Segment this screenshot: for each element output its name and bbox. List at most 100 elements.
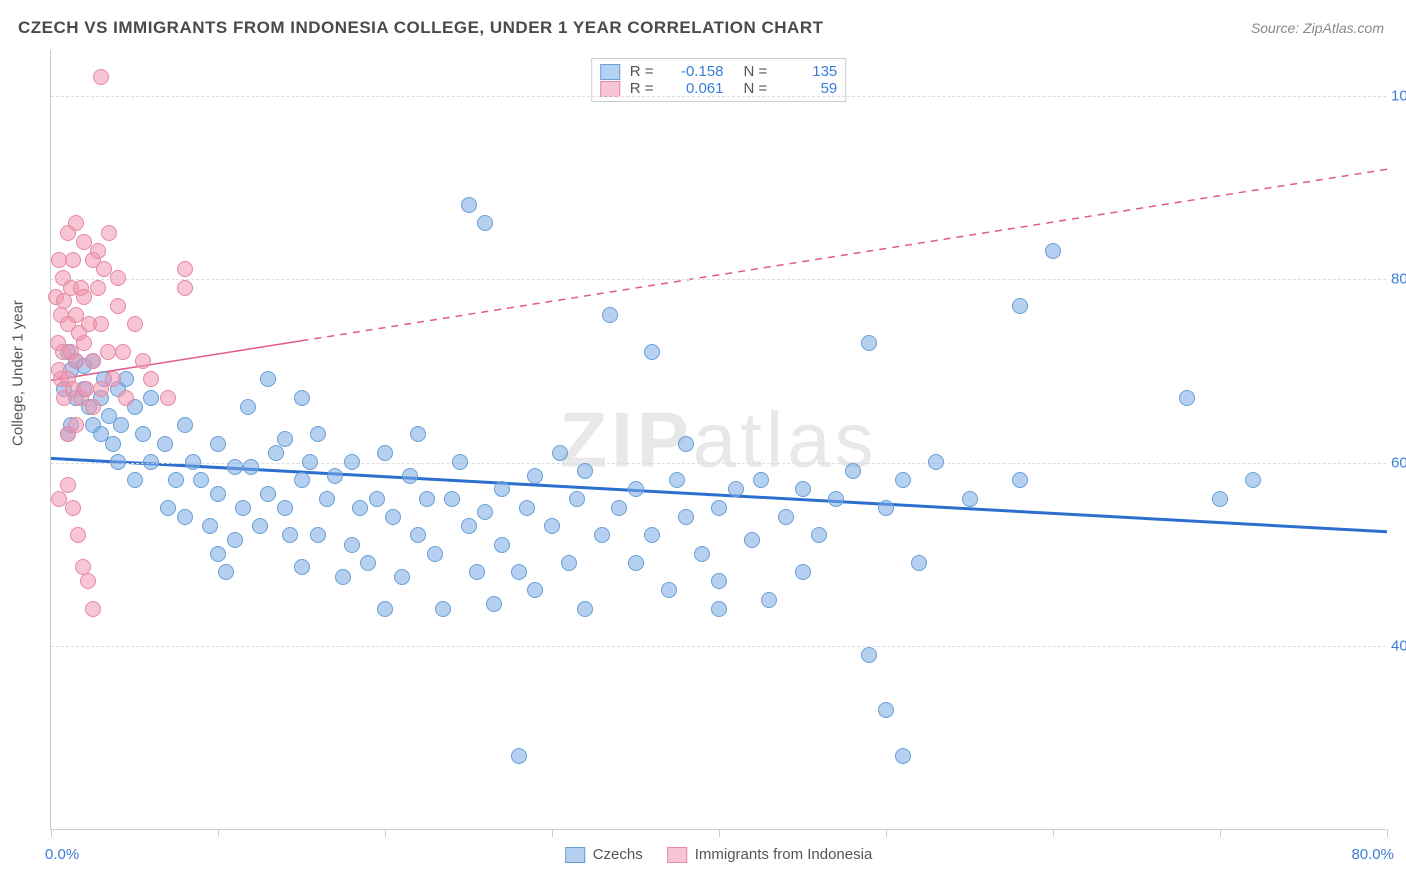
data-point: [210, 546, 226, 562]
data-point: [611, 500, 627, 516]
data-point: [444, 491, 460, 507]
data-point: [118, 390, 134, 406]
data-point: [628, 481, 644, 497]
y-axis-title: College, Under 1 year: [10, 300, 27, 446]
data-point: [878, 702, 894, 718]
data-point: [845, 463, 861, 479]
data-point: [511, 748, 527, 764]
x-tick: [51, 829, 52, 837]
data-point: [243, 459, 259, 475]
data-point: [469, 564, 485, 580]
data-point: [711, 601, 727, 617]
data-point: [694, 546, 710, 562]
data-point: [377, 601, 393, 617]
data-point: [344, 537, 360, 553]
data-point: [160, 500, 176, 516]
grid-line: [51, 646, 1386, 647]
data-point: [678, 436, 694, 452]
data-point: [260, 371, 276, 387]
legend-row-indonesia: R =0.061 N =59: [600, 80, 838, 97]
data-point: [369, 491, 385, 507]
data-point: [377, 445, 393, 461]
data-point: [294, 559, 310, 575]
data-point: [410, 426, 426, 442]
data-point: [210, 436, 226, 452]
data-point: [127, 472, 143, 488]
legend-row-czechs: R =-0.158 N =135: [600, 63, 838, 80]
data-point: [56, 293, 72, 309]
data-point: [65, 500, 81, 516]
data-point: [494, 537, 510, 553]
data-point: [527, 468, 543, 484]
data-point: [661, 582, 677, 598]
data-point: [911, 555, 927, 571]
data-point: [486, 596, 502, 612]
data-point: [177, 509, 193, 525]
data-point: [753, 472, 769, 488]
legend-swatch-czechs-icon: [565, 847, 585, 863]
data-point: [419, 491, 435, 507]
x-tick: [385, 829, 386, 837]
data-point: [711, 573, 727, 589]
data-point: [210, 486, 226, 502]
trend-lines: [51, 50, 1387, 830]
data-point: [1012, 472, 1028, 488]
data-point: [160, 390, 176, 406]
data-point: [80, 573, 96, 589]
data-point: [577, 601, 593, 617]
chart-plot-area: ZIPatlas R =-0.158 N =135 R =0.061 N =59…: [50, 50, 1386, 830]
series-legend: Czechs Immigrants from Indonesia: [565, 846, 873, 863]
x-tick: [886, 829, 887, 837]
data-point: [678, 509, 694, 525]
data-point: [1179, 390, 1195, 406]
data-point: [105, 371, 121, 387]
data-point: [93, 316, 109, 332]
data-point: [143, 454, 159, 470]
data-point: [577, 463, 593, 479]
data-point: [143, 371, 159, 387]
data-point: [168, 472, 184, 488]
x-tick: [1053, 829, 1054, 837]
data-point: [394, 569, 410, 585]
data-point: [302, 454, 318, 470]
x-tick: [218, 829, 219, 837]
data-point: [113, 417, 129, 433]
data-point: [895, 748, 911, 764]
data-point: [435, 601, 451, 617]
data-point: [962, 491, 978, 507]
data-point: [1245, 472, 1261, 488]
data-point: [561, 555, 577, 571]
x-tick: [552, 829, 553, 837]
data-point: [511, 564, 527, 580]
data-point: [527, 582, 543, 598]
data-point: [127, 316, 143, 332]
data-point: [310, 426, 326, 442]
data-point: [110, 270, 126, 286]
watermark: ZIPatlas: [559, 394, 877, 485]
data-point: [335, 569, 351, 585]
data-point: [569, 491, 585, 507]
data-point: [105, 436, 121, 452]
data-point: [76, 335, 92, 351]
data-point: [795, 481, 811, 497]
data-point: [344, 454, 360, 470]
data-point: [778, 509, 794, 525]
data-point: [861, 335, 877, 351]
data-point: [628, 555, 644, 571]
y-tick-label: 100.0%: [1391, 87, 1406, 104]
data-point: [552, 445, 568, 461]
data-point: [477, 504, 493, 520]
data-point: [268, 445, 284, 461]
data-point: [895, 472, 911, 488]
data-point: [277, 431, 293, 447]
data-point: [252, 518, 268, 534]
data-point: [828, 491, 844, 507]
x-tick: [1387, 829, 1388, 837]
data-point: [240, 399, 256, 415]
data-point: [218, 564, 234, 580]
data-point: [260, 486, 276, 502]
data-point: [728, 481, 744, 497]
data-point: [93, 69, 109, 85]
data-point: [669, 472, 685, 488]
data-point: [68, 215, 84, 231]
